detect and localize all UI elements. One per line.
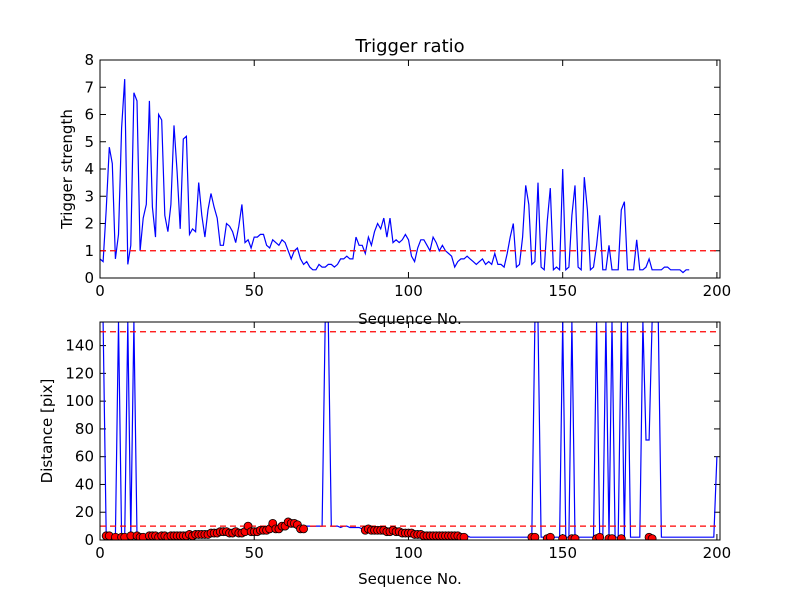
y-tick-label: 0 bbox=[84, 531, 94, 549]
y-tick-label: 8 bbox=[84, 51, 94, 69]
y-tick-label: 5 bbox=[84, 133, 94, 151]
axis-ticks: 0 50 100 150 200 0 20 40 60 80 100 120 140 bbox=[65, 322, 731, 562]
x-tick-label: 150 bbox=[548, 282, 577, 300]
data-point-marker bbox=[607, 534, 617, 540]
x-tick-label: 150 bbox=[548, 544, 577, 562]
data-point-marker bbox=[459, 532, 469, 540]
y-tick-label: 20 bbox=[75, 503, 94, 521]
y-tick-label: 80 bbox=[75, 420, 94, 438]
data-point-marker bbox=[570, 534, 580, 540]
distance-chart: Sequence No. Distance [pix] 0 50 100 150 200… bbox=[38, 321, 731, 588]
y-tick-label: 140 bbox=[65, 337, 94, 355]
trigger-ratio-chart: Trigger ratio Sequence No. Trigger stren… bbox=[58, 36, 731, 328]
x-tick-label: 200 bbox=[703, 282, 732, 300]
plot-content bbox=[100, 322, 720, 540]
y-tick-label: 1 bbox=[84, 242, 94, 260]
x-tick-label: 50 bbox=[245, 544, 264, 562]
data-point-marker bbox=[616, 534, 626, 540]
x-tick-label: 100 bbox=[394, 544, 423, 562]
y-tick-label: 40 bbox=[75, 475, 94, 493]
x-axis-label: Sequence No. bbox=[358, 570, 462, 588]
axes-frame bbox=[99, 59, 721, 279]
x-axis-label: Sequence No. bbox=[358, 310, 462, 328]
y-axis-label: Trigger strength bbox=[58, 109, 76, 230]
x-tick-label: 0 bbox=[95, 544, 105, 562]
y-tick-label: 120 bbox=[65, 364, 94, 382]
y-tick-label: 60 bbox=[75, 448, 94, 466]
data-series-line bbox=[100, 79, 690, 274]
y-tick-label: 4 bbox=[84, 160, 94, 178]
chart-title: Trigger ratio bbox=[354, 36, 464, 57]
data-point-marker bbox=[299, 524, 308, 534]
y-tick-label: 2 bbox=[84, 215, 94, 233]
plot-area bbox=[100, 322, 720, 540]
plot-content bbox=[100, 79, 720, 274]
plot-area bbox=[100, 79, 720, 274]
y-axis-label: Distance [pix] bbox=[38, 379, 56, 484]
x-tick-label: 0 bbox=[95, 282, 105, 300]
data-point-marker bbox=[595, 532, 605, 540]
x-tick-label: 50 bbox=[245, 282, 264, 300]
y-tick-label: 0 bbox=[84, 269, 94, 287]
x-tick-label: 100 bbox=[394, 282, 423, 300]
data-point-marker bbox=[558, 534, 568, 540]
y-tick-label: 6 bbox=[84, 106, 94, 124]
data-point-marker bbox=[647, 534, 657, 540]
x-tick-label: 200 bbox=[703, 544, 732, 562]
axes-frame bbox=[99, 321, 721, 541]
y-tick-label: 7 bbox=[84, 78, 94, 96]
data-point-marker bbox=[530, 532, 540, 540]
data-point-marker bbox=[545, 532, 555, 540]
y-tick-label: 100 bbox=[65, 392, 94, 410]
y-tick-label: 3 bbox=[84, 187, 94, 205]
